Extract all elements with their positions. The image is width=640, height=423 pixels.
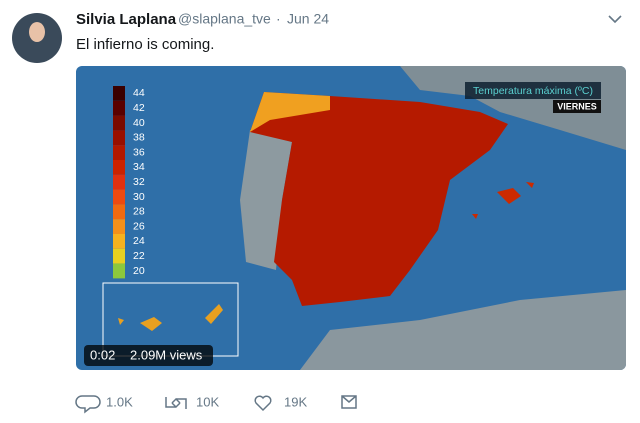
like-icon[interactable] <box>254 395 272 412</box>
legend-label: 36 <box>133 146 145 158</box>
legend-label: 24 <box>133 235 145 247</box>
like-count: 19K <box>284 394 307 409</box>
overlay-day-box <box>553 100 601 113</box>
legend-label: 26 <box>133 220 145 232</box>
legend-label: 42 <box>133 102 145 114</box>
author-name[interactable]: Silvia Laplana <box>76 11 177 28</box>
legend-swatch <box>113 130 125 146</box>
legend-swatch <box>113 263 125 279</box>
video[interactable]: 44 42 40 38 36 34 32 30 28 26 24 22 20 Temperatura m… <box>76 66 626 370</box>
retweet-count: 10K <box>196 394 219 409</box>
legend-label: 40 <box>133 117 145 129</box>
legend-swatch <box>113 234 125 249</box>
tweet-text: El infierno is coming. <box>76 36 214 53</box>
legend-label: 22 <box>133 250 145 262</box>
message-icon[interactable] <box>341 395 357 409</box>
inset-islands <box>118 304 223 331</box>
handle[interactable]: @slaplana_tve <box>178 11 271 27</box>
legend-swatch <box>113 160 125 175</box>
retweet-icon[interactable] <box>165 397 187 409</box>
legend-swatch <box>113 145 125 160</box>
legend-swatch <box>113 115 125 131</box>
legend-swatch <box>113 189 125 205</box>
overlay-title: Temperatura máxima (ºC) <box>473 85 593 97</box>
map-spain <box>250 92 508 306</box>
legend-label: 28 <box>133 206 145 218</box>
menu-chevron[interactable] <box>608 15 622 24</box>
legend: 44 42 40 38 36 34 32 30 28 26 24 22 20 <box>113 86 145 279</box>
video-duration: 0:02 <box>90 347 115 362</box>
legend-swatch <box>113 219 125 234</box>
legend-label: 38 <box>133 132 145 144</box>
legend-label: 44 <box>133 87 145 99</box>
date[interactable]: Jun 24 <box>287 11 329 27</box>
land-africa <box>300 290 626 370</box>
map-north-coast <box>250 92 330 132</box>
avatar-face <box>29 22 45 42</box>
video-info-pill <box>84 345 213 366</box>
legend-label: 20 <box>133 265 145 277</box>
legend-label: 34 <box>133 161 145 173</box>
video-views: 2.09M views <box>130 347 203 362</box>
legend-label: 32 <box>133 176 145 188</box>
overlay-title-box <box>465 82 601 99</box>
legend-swatch <box>113 100 125 116</box>
inset-canarias <box>102 282 239 357</box>
legend-swatch <box>113 204 125 220</box>
legend-swatch <box>113 248 125 264</box>
legend-swatch <box>113 174 125 190</box>
legend-label: 30 <box>133 191 145 203</box>
separator: · <box>276 11 281 27</box>
legend-swatch <box>113 86 125 101</box>
overlay-day: VIERNES <box>557 101 597 111</box>
reply-count: 1.0K <box>106 394 133 409</box>
reply-icon[interactable] <box>75 395 101 414</box>
